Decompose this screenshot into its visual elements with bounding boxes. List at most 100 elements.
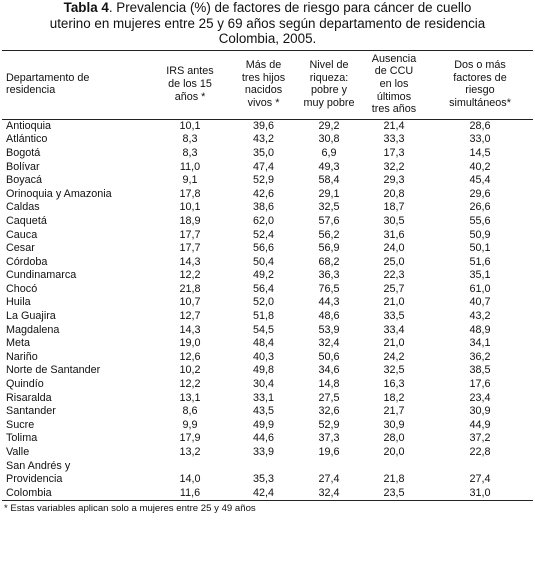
cell-value: 32,5 xyxy=(383,364,405,377)
cell-value: 33,3 xyxy=(383,133,405,146)
cell-value: 48,9 xyxy=(469,323,491,336)
cell-value: 9,1 xyxy=(182,174,198,187)
table-row: Risaralda 13,1 33,1 27,5 18,2 23,4 xyxy=(2,392,533,406)
cell-value: 33,5 xyxy=(383,310,405,323)
table-row: Bogotá 8,3 35,0 6,9 17,3 14,5 xyxy=(2,147,533,161)
risk-factor-table: Departamento de residencia IRS antes de … xyxy=(2,49,533,502)
cell-value: 47,4 xyxy=(252,160,274,173)
cell-value: 27,4 xyxy=(469,473,491,486)
caption-line-3: Colombia, 2005. xyxy=(218,31,317,47)
cell-value: 8,3 xyxy=(182,133,198,146)
cell-department: Caldas xyxy=(6,201,40,214)
header-text: IRS antes de los 15 años * xyxy=(166,65,214,103)
cell-value: 18,9 xyxy=(179,214,201,227)
table-row: Norte de Santander 10,2 49,8 34,6 32,5 38,5 xyxy=(2,364,533,378)
caption-label: Tabla 4 xyxy=(63,0,109,15)
cell-value xyxy=(297,460,361,474)
cell-value: 37,3 xyxy=(318,432,340,445)
cell-value: 11,0 xyxy=(179,160,201,173)
cell-value: 34,6 xyxy=(318,364,340,377)
table-row: Orinoquia y Amazonia 17,8 42,6 29,1 20,8 29,6 xyxy=(2,188,533,202)
cell-value: 8,6 xyxy=(182,405,198,418)
cell-department: Huila xyxy=(6,296,31,309)
cell-department: Chocó xyxy=(6,282,38,295)
cell-value: 31,0 xyxy=(427,486,533,502)
cell-value: 52,4 xyxy=(252,228,274,241)
cell-value: 30,9 xyxy=(469,405,491,418)
cell-value: 48,4 xyxy=(252,337,274,350)
cell-value: 34,1 xyxy=(469,337,491,350)
cell-department: Atlántico xyxy=(6,133,48,146)
cell-value: 53,9 xyxy=(318,323,340,336)
cell-value: 48,6 xyxy=(318,310,340,323)
cell-department: La Guajira xyxy=(6,310,56,323)
cell-value: 27,4 xyxy=(318,473,340,486)
cell-department: Norte de Santander xyxy=(6,364,101,377)
cell-value: 21,0 xyxy=(383,337,405,350)
cell-value: 52,0 xyxy=(252,296,274,309)
table-row: Huila 10,7 52,0 44,3 21,0 40,7 xyxy=(2,296,533,310)
cell-value: 56,9 xyxy=(318,242,340,255)
table-row-label-line: San Andrés y xyxy=(2,460,533,474)
cell-value: 49,9 xyxy=(252,418,274,431)
cell-department: Caquetá xyxy=(6,214,47,227)
header-text: Nivel de riqueza: pobre y muy pobre xyxy=(303,59,355,109)
cell-value: 30,8 xyxy=(318,133,340,146)
row-label-line-1: San Andrés y xyxy=(6,459,71,472)
cell-value: 76,5 xyxy=(318,282,340,295)
cell-department: Cundinamarca xyxy=(6,269,77,282)
cell-value: 16,3 xyxy=(383,378,405,391)
cell-value: 43,2 xyxy=(469,310,491,323)
cell-value: 30,4 xyxy=(252,378,274,391)
cell-value: 21,4 xyxy=(383,119,405,132)
table-row: Providencia 14,0 35,3 27,4 21,8 27,4 xyxy=(2,473,533,487)
cell-value: 40,2 xyxy=(469,160,491,173)
cell-value: 58,4 xyxy=(318,174,340,187)
cell-value: 22,3 xyxy=(383,269,405,282)
cell-value: 62,0 xyxy=(252,214,274,227)
table-row: Caldas 10,1 38,6 32,5 18,7 26,6 xyxy=(2,201,533,215)
header-wealth: Nivel de riqueza: pobre y muy pobre xyxy=(297,49,361,120)
table-row: Chocó 21,8 56,4 76,5 25,7 61,0 xyxy=(2,283,533,297)
cell-value: 44,6 xyxy=(252,432,274,445)
cell-department: Magdalena xyxy=(6,323,60,336)
cell-value: 45,4 xyxy=(469,174,491,187)
cell-value: 17,7 xyxy=(179,228,201,241)
table-row: Antioquia 10,1 39,6 29,2 21,4 28,6 xyxy=(2,119,533,133)
cell-value: 36,2 xyxy=(469,350,491,363)
cell-value: 51,8 xyxy=(252,310,274,323)
cell-value: 14,0 xyxy=(179,473,201,486)
cell-value: 32,4 xyxy=(318,337,340,350)
cell-value: 42,6 xyxy=(252,187,274,200)
cell-value: 6,9 xyxy=(321,146,337,159)
cell-value: 35,0 xyxy=(252,146,274,159)
cell-value: 44,9 xyxy=(469,418,491,431)
cell-value: 38,6 xyxy=(252,201,274,214)
cell-value: 28,6 xyxy=(469,119,491,132)
cell-value: 52,9 xyxy=(318,418,340,431)
cell-value: 26,6 xyxy=(469,201,491,214)
header-text: Dos o más factores de riesgo simultáneos… xyxy=(449,59,511,109)
cell-value: 40,7 xyxy=(469,296,491,309)
cell-department: Cauca xyxy=(6,228,38,241)
caption-line-2: uterino en mujeres entre 25 y 69 años se… xyxy=(49,15,486,31)
table-caption: Tabla 4. Prevalencia (%) de factores de … xyxy=(2,0,533,47)
cell-value: 17,7 xyxy=(179,242,201,255)
cell-value xyxy=(427,460,533,474)
cell-value: 31,6 xyxy=(383,228,405,241)
cell-value: 29,3 xyxy=(383,174,405,187)
cell-value xyxy=(361,460,427,474)
cell-department: Antioquia xyxy=(6,119,52,132)
header-row: Departamento de residencia IRS antes de … xyxy=(2,49,533,120)
header-text: Departamento de residencia xyxy=(6,71,90,97)
cell-value: 27,5 xyxy=(318,391,340,404)
table-row: Atlántico 8,3 43,2 30,8 33,3 33,0 xyxy=(2,133,533,147)
cell-value: 36,3 xyxy=(318,269,340,282)
header-text: Ausencia de CCU en los últimos tres años xyxy=(371,52,417,116)
cell-value: 18,7 xyxy=(383,201,405,214)
cell-value: 57,6 xyxy=(318,214,340,227)
table-row: Santander 8,6 43,5 32,6 21,7 30,9 xyxy=(2,405,533,419)
cell-department: Risaralda xyxy=(6,391,52,404)
cell-value: 29,2 xyxy=(318,119,340,132)
cell-value: 40,3 xyxy=(252,350,274,363)
